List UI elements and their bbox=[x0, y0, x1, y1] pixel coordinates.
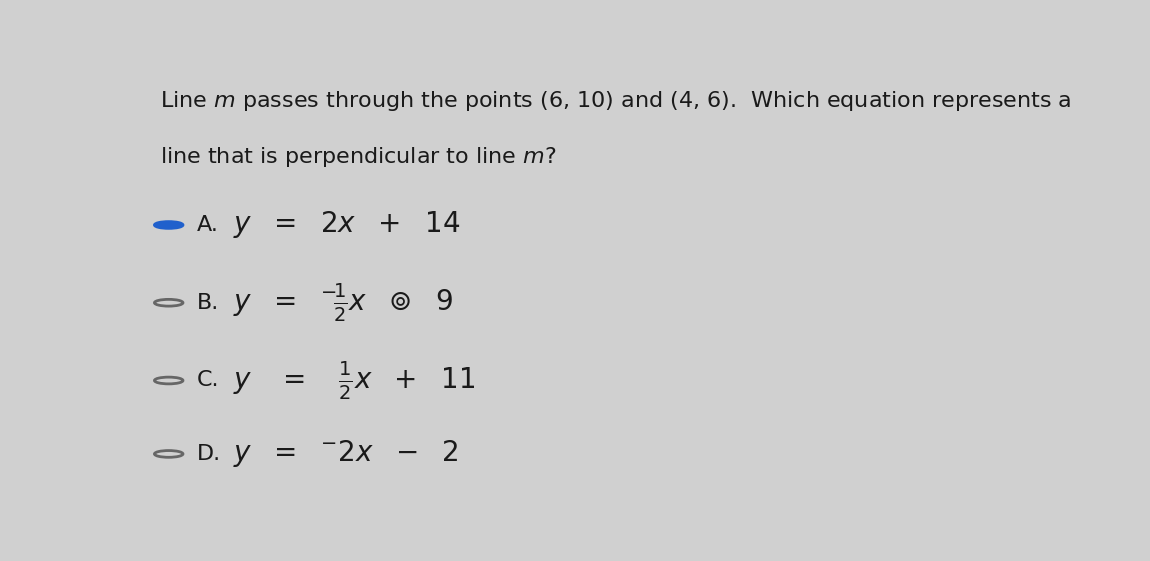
Text: A.: A. bbox=[198, 215, 220, 235]
Text: line that is perpendicular to line $m$?: line that is perpendicular to line $m$? bbox=[160, 145, 557, 169]
Ellipse shape bbox=[154, 450, 183, 457]
Text: $y\ \ =\ \ {}^{-}2x\ \ -\ \ 2$: $y\ \ =\ \ {}^{-}2x\ \ -\ \ 2$ bbox=[232, 439, 459, 470]
Text: D.: D. bbox=[198, 444, 221, 464]
Text: Line $m$ passes through the points (6, 10) and (4, 6).  Which equation represent: Line $m$ passes through the points (6, 1… bbox=[160, 89, 1072, 113]
Text: $y\ \ =\ \ {}^{-}\!\frac{1}{2}x\ \ \circledcirc\ \ 9$: $y\ \ =\ \ {}^{-}\!\frac{1}{2}x\ \ \circ… bbox=[232, 282, 453, 324]
Text: B.: B. bbox=[198, 293, 220, 312]
Text: $y\ \ =\ \ 2x\ \ +\ \ 14$: $y\ \ =\ \ 2x\ \ +\ \ 14$ bbox=[232, 209, 460, 241]
Text: $y\ \ \ =\ \ \ \frac{1}{2}x\ \ +\ \ 11$: $y\ \ \ =\ \ \ \frac{1}{2}x\ \ +\ \ 11$ bbox=[232, 360, 475, 402]
Text: C.: C. bbox=[198, 370, 220, 390]
Ellipse shape bbox=[154, 222, 183, 228]
Ellipse shape bbox=[154, 300, 183, 306]
Ellipse shape bbox=[154, 377, 183, 384]
